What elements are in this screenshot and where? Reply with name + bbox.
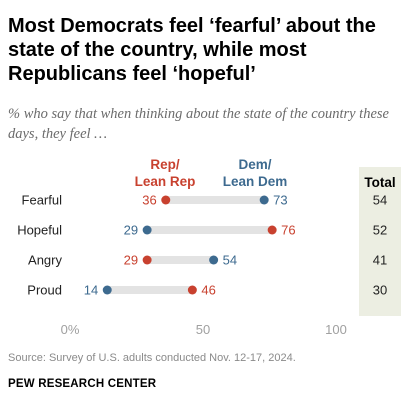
dem-data-label: 29 [124, 223, 138, 238]
x-tick-label: 100 [325, 322, 347, 337]
dem-data-label: 54 [223, 253, 237, 268]
chart-subtitle: % who say that when thinking about the s… [8, 106, 389, 142]
rep-dot [161, 195, 171, 205]
rep-dot [187, 285, 197, 295]
rep-series-header-line-1: Rep/ [150, 157, 180, 172]
rep-data-label: 76 [281, 223, 295, 238]
rep-data-label: 29 [124, 253, 138, 268]
total-value: 41 [373, 253, 387, 268]
dem-data-label: 14 [84, 283, 98, 298]
dem-dot [259, 195, 269, 205]
organization-name: PEW RESEARCH CENTER [8, 378, 157, 390]
rep-series-header-line-2: Lean Rep [135, 174, 196, 189]
rep-data-label: 46 [201, 283, 215, 298]
category-label: Fearful [22, 193, 63, 208]
rep-dot [267, 225, 277, 235]
total-value: 30 [373, 283, 387, 298]
total-value: 54 [373, 193, 387, 208]
total-header: Total [364, 175, 395, 190]
dem-data-label: 73 [273, 193, 287, 208]
rep-dot [142, 255, 152, 265]
chart-title: Most Democrats feel ‘fearful’ about the … [8, 15, 376, 85]
category-label: Angry [28, 253, 62, 268]
category-label: Hopeful [17, 223, 62, 238]
category-label: Proud [27, 283, 62, 298]
dem-series-header-line-2: Lean Dem [223, 174, 288, 189]
x-tick-label: 0% [61, 322, 80, 337]
total-value: 52 [373, 223, 387, 238]
dem-dot [209, 255, 219, 265]
x-tick-label: 50 [196, 322, 210, 337]
dem-dot [142, 225, 152, 235]
total-column-background [359, 167, 401, 316]
dem-series-header-line-1: Dem/ [238, 157, 271, 172]
dem-dot [102, 285, 112, 295]
rep-data-label: 36 [142, 193, 156, 208]
source-note: Source: Survey of U.S. adults conducted … [8, 352, 296, 364]
dot-plot: Total Rep/Lean Rep Dem/Lean Dem Fearful 36 73… [17, 157, 401, 337]
